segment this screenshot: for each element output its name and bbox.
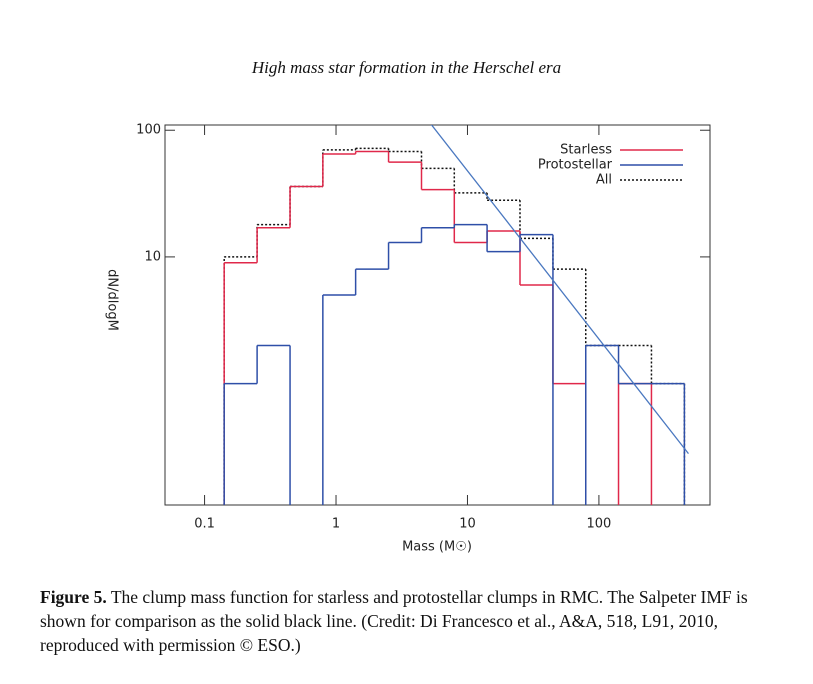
legend-label: Starless bbox=[560, 143, 612, 158]
x-tick-label: 100 bbox=[586, 517, 611, 532]
y-tick-label: 10 bbox=[144, 249, 161, 264]
legend-label: All bbox=[596, 173, 612, 188]
y-tick-label: 100 bbox=[136, 123, 161, 138]
x-tick-label: 1 bbox=[332, 517, 340, 532]
salpeter-line bbox=[430, 125, 689, 455]
x-tick-label: 0.1 bbox=[194, 517, 215, 532]
x-tick-label: 10 bbox=[459, 517, 476, 532]
legend-label: Protostellar bbox=[538, 158, 613, 173]
y-axis-label: dN/dlogM bbox=[105, 269, 120, 331]
chart: Mass (M☉) dN/dlogM 0.1 1 10 100 10 100 All Star… bbox=[105, 123, 711, 555]
caption-label: Figure 5. bbox=[40, 587, 107, 607]
caption-text: The clump mass function for starless and… bbox=[40, 587, 748, 655]
x-axis-label: Mass (M☉) bbox=[402, 540, 472, 555]
running-header: High mass star formation in the Herschel… bbox=[251, 58, 562, 77]
figure-caption: Figure 5. The clump mass function for st… bbox=[40, 585, 780, 657]
plot-frame bbox=[164, 124, 711, 506]
